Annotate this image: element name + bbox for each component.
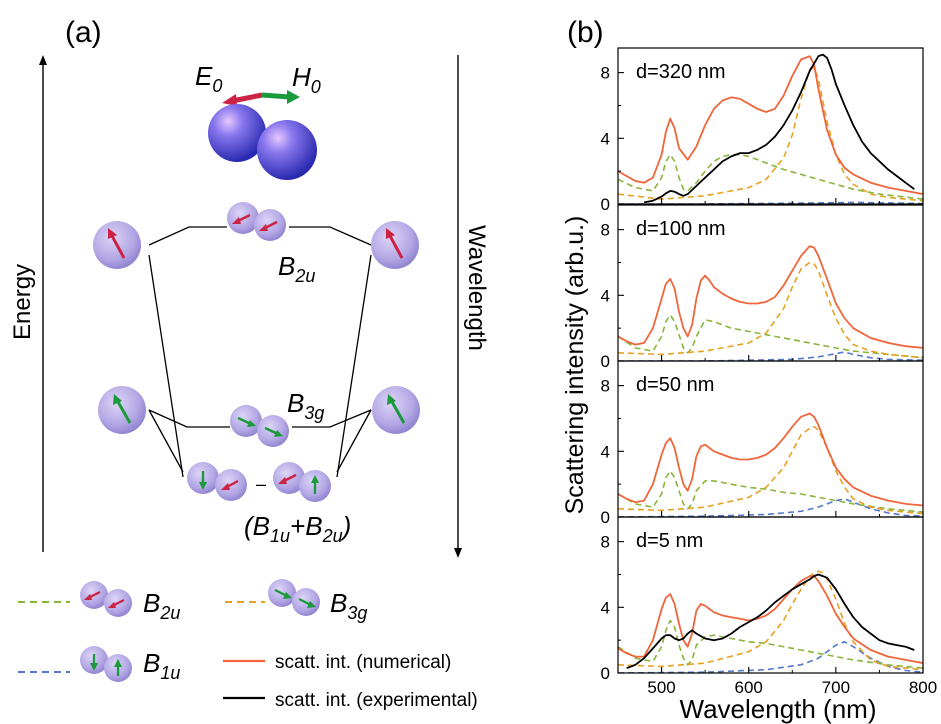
series-line-b3g [618, 261, 923, 359]
y-tick-label: 4 [601, 129, 610, 148]
single-sphere-left-lower [98, 386, 146, 434]
subplot-3: 0 4 8 d=5 nm [601, 516, 924, 683]
mode-label-b2u: B2u [278, 251, 315, 286]
y-tick-label: 0 [601, 508, 610, 527]
legend-item-b1u: B1u [18, 646, 180, 683]
dimer-b2u-level [227, 202, 286, 241]
subplot-2: 0 4 8 d=50 nm [601, 360, 924, 527]
x-tick-label: 800 [909, 678, 937, 697]
x-tick-label: 600 [735, 678, 763, 697]
series-line-b1u [618, 498, 923, 517]
mode-label-combo: (B1u+B2u) [244, 511, 351, 546]
legend-item-b3g: B3g [225, 579, 367, 623]
series-line-b2u [618, 619, 923, 669]
dimer-b2u-combo-level [273, 462, 331, 502]
series-line-numerical [618, 55, 923, 195]
field-h-label: H0 [292, 62, 321, 97]
series-line-b3g [618, 66, 923, 202]
subplot-title: d=50 nm [636, 374, 714, 396]
single-sphere-right-lower [372, 386, 420, 434]
panel-a: (a) Energy Wavelength E0 H0 [9, 16, 490, 558]
legend-label-numerical: scatt. int. (numerical) [275, 652, 451, 673]
subplot-title: d=100 nm [636, 218, 726, 240]
series-line-b3g [618, 425, 923, 515]
subplot-title: d=320 nm [636, 61, 726, 83]
incident-field-icon: E0 H0 [195, 61, 321, 106]
y-tick-label: 4 [601, 598, 610, 617]
level-diagram-lines [148, 226, 372, 478]
subplot-frame [617, 47, 924, 205]
energy-axis-label: Energy [9, 264, 36, 340]
subplot-1: 0 4 8 d=100 nm [601, 204, 924, 371]
subplot-title: d=5 nm [636, 530, 703, 552]
series-line-b3g [618, 570, 923, 671]
legend-label-b3g: B3g [330, 588, 367, 623]
combo-dash: – [256, 474, 266, 494]
plot-area: 0 4 8 d=320 nm 0 4 8 d=100 nm 0 4 8 d=50 nm 0 4 8 d=5 n… [601, 47, 937, 697]
series-line-numerical [618, 245, 923, 349]
y-axis-label: Scattering intensity (arb.u.) [561, 216, 589, 515]
subplot-1-series [618, 245, 923, 361]
x-tick-label: 500 [647, 678, 675, 697]
legend-label-b1u: B1u [143, 648, 180, 683]
legend-item-numerical: scatt. int. (numerical) [223, 652, 451, 673]
y-tick-label: 8 [601, 377, 610, 396]
y-tick-label: 8 [601, 533, 610, 552]
legend-item-b2u: B2u [18, 581, 180, 623]
dimer-b3g-level [230, 405, 289, 447]
subplot-0: 0 4 8 d=320 nm [601, 47, 924, 214]
legend: B2u B3g B1u scatt. int. (numerical) [18, 579, 478, 711]
subplot-3-series [618, 570, 923, 673]
y-tick-label: 8 [601, 64, 610, 83]
x-axis-label: Wavelength (nm) [680, 694, 877, 724]
mode-label-b3g: B3g [287, 388, 324, 423]
series-line-numerical [618, 412, 923, 507]
series-line-experimental [626, 573, 915, 669]
wavelength-axis-label: Wavelength [463, 225, 490, 351]
h-field-arrow-icon [261, 92, 291, 100]
y-tick-label: 0 [601, 195, 610, 214]
series-line-b2u [618, 470, 923, 513]
series-line-b1u [618, 641, 923, 673]
y-tick-label: 0 [601, 352, 610, 371]
y-tick-label: 8 [601, 221, 610, 240]
y-tick-label: 4 [601, 442, 610, 461]
field-e-label: E0 [195, 61, 222, 96]
subplot-frame [617, 516, 924, 674]
series-line-b2u [618, 314, 923, 359]
single-sphere-right-upper [371, 221, 419, 269]
panel-b: (b) Scattering intensity (arb.u.) Wavele… [561, 16, 937, 724]
y-tick-label: 4 [601, 286, 610, 305]
series-line-b2u [618, 153, 923, 200]
legend-item-experimental: scatt. int. (experimental) [223, 690, 478, 711]
series-line-experimental [643, 53, 915, 204]
single-sphere-left-upper [93, 221, 141, 269]
x-tick-label: 700 [822, 678, 850, 697]
legend-label-experimental: scatt. int. (experimental) [275, 690, 478, 711]
dimer-icon [208, 104, 317, 180]
e-field-arrow-icon [231, 92, 263, 104]
dimer-b1u-level [187, 462, 247, 501]
panel-a-label: (a) [65, 16, 102, 49]
legend-label-b2u: B2u [143, 588, 180, 623]
subplot-2-series [618, 412, 923, 517]
series-line-numerical [618, 575, 923, 664]
panel-b-label: (b) [567, 16, 604, 49]
y-tick-label: 0 [601, 664, 610, 683]
